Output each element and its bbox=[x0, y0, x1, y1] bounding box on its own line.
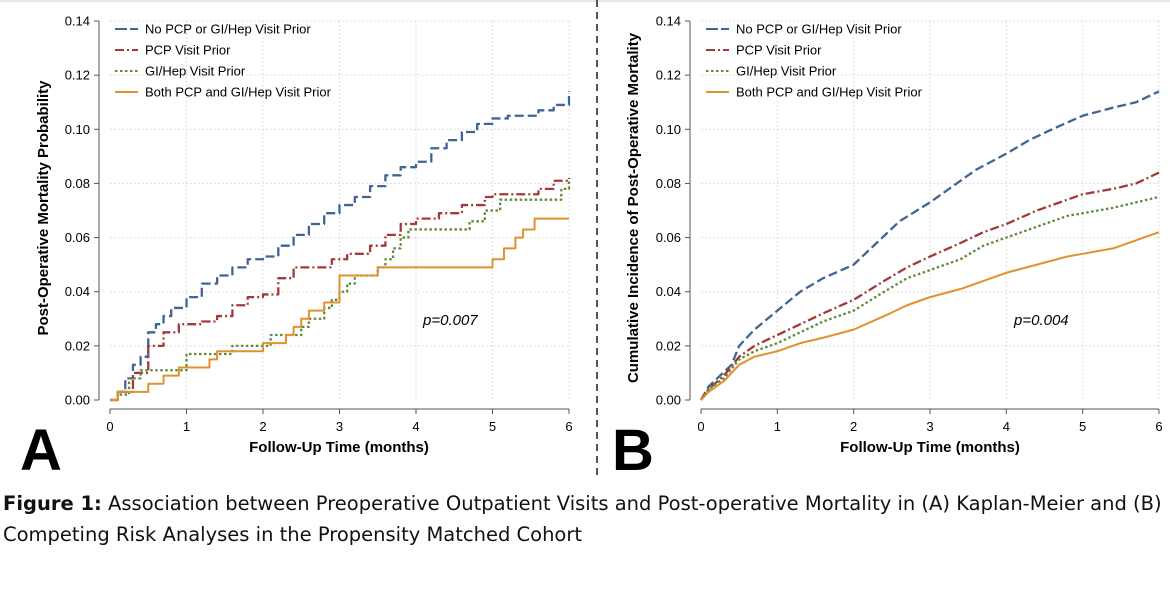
panel-a-ytick-label: 0.00 bbox=[65, 393, 90, 408]
panel-a-legend-label-pcp: PCP Visit Prior bbox=[145, 43, 231, 58]
panel-b-series bbox=[699, 90, 1160, 401]
panel-a-xtick-label: 4 bbox=[412, 419, 419, 434]
panel-b-ytick-label: 0.10 bbox=[656, 122, 681, 137]
panel-b-letter: B bbox=[612, 418, 654, 480]
panel-b-ytick-label: 0.08 bbox=[656, 176, 681, 191]
panel-a-xtick-label: 2 bbox=[259, 419, 266, 434]
panel-b-axes: 0.00 0.02 0.04 0.06 0.08 0.10 0.12 0.14 0 1 2 3 4 5 6 bbox=[656, 14, 1163, 435]
panel-a-xtick-label: 1 bbox=[183, 419, 190, 434]
panel-a-pvalue: p=0.007 bbox=[422, 312, 478, 329]
panel-a-axes: 0.00 0.02 0.04 0.06 0.08 0.10 0.12 0.14 0 1 2 3 4 5 6 bbox=[65, 14, 573, 435]
panel-b-ytick-label: 0.02 bbox=[656, 338, 681, 353]
panel-b-xtick-label: 0 bbox=[697, 419, 704, 434]
panel-b-xtick-label: 2 bbox=[850, 419, 857, 434]
panel-b-xtick-label: 4 bbox=[1003, 419, 1010, 434]
panel-b-legend-label-both: Both PCP and GI/Hep Visit Prior bbox=[736, 85, 923, 100]
panel-a-series-none bbox=[110, 91, 571, 402]
panel-a-chart: 0.000.020.040.060.080.100.120.140 1 2 3 4 5 6 … bbox=[20, 14, 573, 481]
caption-label: Figure 1: bbox=[3, 492, 102, 515]
panel-a-legend-label-none: No PCP or GI/Hep Visit Prior bbox=[145, 22, 311, 37]
figure-1: 0.000.020.040.060.080.100.120.140 1 2 3 4 5 6 … bbox=[0, 0, 1170, 480]
panel-a-ytick-label: 0.10 bbox=[65, 122, 90, 137]
panel-a-legend-label-gi: GI/Hep Visit Prior bbox=[145, 64, 246, 79]
panel-a-ytick-label: 0.02 bbox=[65, 338, 90, 353]
panel-b-ytick-label: 0.00 bbox=[656, 393, 681, 408]
panel-a-ytick-label: 0.08 bbox=[65, 176, 90, 191]
panel-b-legend-label-none: No PCP or GI/Hep Visit Prior bbox=[736, 22, 902, 37]
panel-a-xtick-label: 6 bbox=[565, 419, 572, 434]
panel-a-ytick-label: 0.12 bbox=[65, 68, 90, 83]
panel-a-legend: No PCP or GI/Hep Visit Prior PCP Visit Pr… bbox=[115, 22, 332, 100]
panel-b-pvalue: p=0.004 bbox=[1013, 312, 1069, 329]
panel-a-xtick-label: 0 bbox=[106, 419, 113, 434]
panel-b-grid bbox=[701, 20, 1160, 400]
panel-b-ytick-label: 0.14 bbox=[656, 14, 681, 29]
panel-a-legend-label-both: Both PCP and GI/Hep Visit Prior bbox=[145, 85, 332, 100]
panel-b-legend: No PCP or GI/Hep Visit Prior PCP Visit Pr… bbox=[706, 22, 923, 100]
figure-caption: Figure 1: Association between Preoperati… bbox=[3, 488, 1163, 550]
panel-a-series-both bbox=[110, 217, 569, 401]
panel-a-xlabel: Follow-Up Time (months) bbox=[249, 439, 429, 456]
panel-b-ytick-label: 0.04 bbox=[656, 284, 681, 299]
panel-a-series-pcp bbox=[110, 178, 571, 402]
panel-b-ylabel: Cumulative Incidence of Post-Operative M… bbox=[625, 32, 642, 383]
panel-b-series-none bbox=[699, 90, 1160, 401]
panel-b-series-pcp bbox=[700, 171, 1160, 401]
panel-a-ytick-label: 0.14 bbox=[65, 14, 90, 29]
panel-b-xtick-label: 3 bbox=[926, 419, 933, 434]
caption-text: Association between Preoperative Outpati… bbox=[3, 492, 1162, 546]
panel-a-series bbox=[110, 91, 571, 402]
panel-b-legend-label-gi: GI/Hep Visit Prior bbox=[736, 64, 837, 79]
panel-b-xtick-label: 6 bbox=[1155, 419, 1162, 434]
panel-a-xtick-label: 3 bbox=[336, 419, 343, 434]
panel-a-ytick-label: 0.04 bbox=[65, 284, 90, 299]
panel-b-chart: 0.000.020.040.060.080.100.120.140 1 2 3 4 5 6 … bbox=[612, 14, 1163, 481]
panel-b-series-gi bbox=[700, 195, 1160, 401]
panel-b-xtick-label: 5 bbox=[1079, 419, 1086, 434]
panel-a-series-gi bbox=[110, 180, 571, 402]
panel-b-legend-label-pcp: PCP Visit Prior bbox=[736, 43, 822, 58]
panel-b-ytick-label: 0.12 bbox=[656, 68, 681, 83]
panel-b-ytick-label: 0.06 bbox=[656, 230, 681, 245]
panel-a-xtick-label: 5 bbox=[489, 419, 496, 434]
panel-b-series-both bbox=[700, 231, 1160, 401]
panel-a-letter: A bbox=[20, 418, 62, 480]
panel-a-ylabel: Post-Operative Mortality Probability bbox=[35, 80, 52, 336]
panel-b-xlabel: Follow-Up Time (months) bbox=[840, 439, 1020, 456]
panel-b-xtick-label: 1 bbox=[774, 419, 781, 434]
panel-a-ytick-label: 0.06 bbox=[65, 230, 90, 245]
